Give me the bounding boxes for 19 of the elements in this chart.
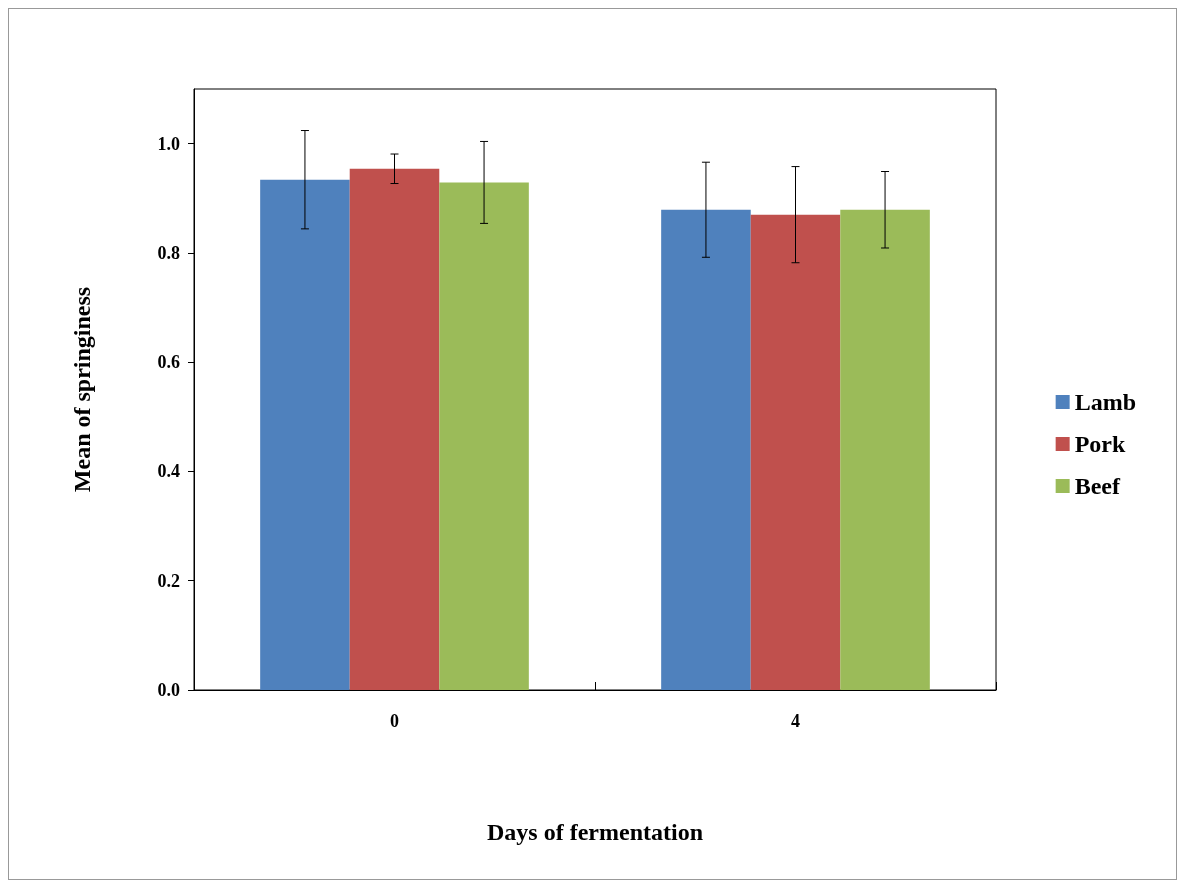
y-tick-label: 0.4 bbox=[157, 461, 180, 482]
y-tick-label: 0.2 bbox=[157, 570, 180, 591]
x-tick-label: 4 bbox=[791, 711, 800, 731]
y-tick-label: 0.6 bbox=[157, 352, 180, 373]
y-tick-label: 0.8 bbox=[157, 242, 180, 263]
x-tick-label: 0 bbox=[390, 711, 399, 731]
y-tick-label: 0.0 bbox=[157, 680, 180, 700]
bar bbox=[840, 209, 930, 690]
bar bbox=[661, 209, 751, 690]
bar bbox=[349, 168, 440, 690]
legend-label: Beef bbox=[1074, 473, 1121, 499]
x-axis-title: Days of fermentation bbox=[487, 819, 703, 845]
legend-label: Pork bbox=[1074, 431, 1126, 457]
bar bbox=[439, 182, 529, 690]
y-axis-title: Mean of springiness bbox=[69, 286, 95, 493]
y-tick-label: 1.0 bbox=[157, 133, 180, 154]
bar bbox=[750, 214, 841, 690]
legend-label: Lamb bbox=[1074, 389, 1137, 415]
bar bbox=[260, 179, 350, 690]
